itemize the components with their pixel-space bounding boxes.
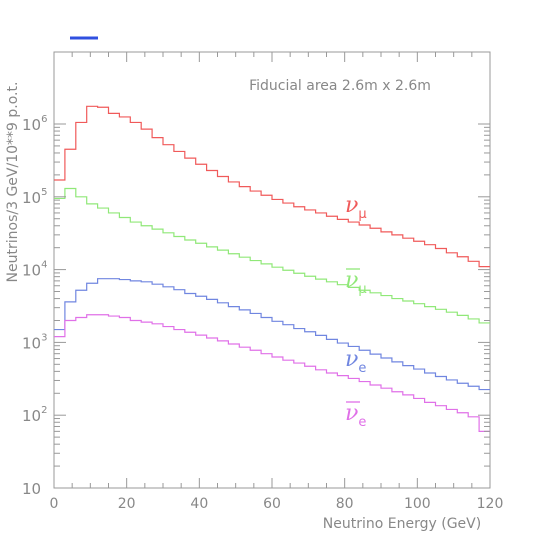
series-labels: νμ νμ νe νe	[345, 193, 367, 430]
series-label-1: νμ	[345, 268, 367, 297]
series-line-0	[54, 105, 490, 268]
series-line-1	[54, 187, 490, 324]
y-tick-label: 103	[22, 332, 47, 352]
series-label-3: νe	[345, 401, 366, 430]
series-line-2	[54, 278, 490, 391]
y-tick-label: 105	[22, 187, 47, 207]
annotation-text: Fiducial area 2.6m x 2.6m	[249, 78, 431, 94]
y-axis-ticks: 10 102 103 104 105 106	[22, 114, 490, 498]
y-tick-label: 10	[22, 480, 41, 498]
x-tick-label: 120	[477, 496, 504, 512]
y-tick-label: 104	[22, 260, 47, 280]
series-label-2: νe	[345, 347, 366, 376]
series-line-3	[54, 314, 490, 432]
x-axis-label: Neutrino Energy (GeV)	[323, 516, 481, 532]
x-tick-label: 60	[263, 496, 281, 512]
y-tick-label: 106	[22, 114, 47, 134]
x-tick-label: 100	[404, 496, 431, 512]
y-tick-label: 102	[22, 405, 47, 425]
x-axis-ticks: 0 20 40 60 80 100 120	[50, 52, 504, 512]
series-layer	[54, 105, 490, 432]
x-tick-label: 80	[336, 496, 354, 512]
x-tick-label: 0	[50, 496, 59, 512]
x-tick-label: 40	[190, 496, 208, 512]
y-axis-label: Neutrinos/3 GeV/10**9 p.o.t.	[5, 82, 21, 283]
series-label-0: νμ	[345, 193, 367, 222]
x-tick-label: 20	[118, 496, 136, 512]
